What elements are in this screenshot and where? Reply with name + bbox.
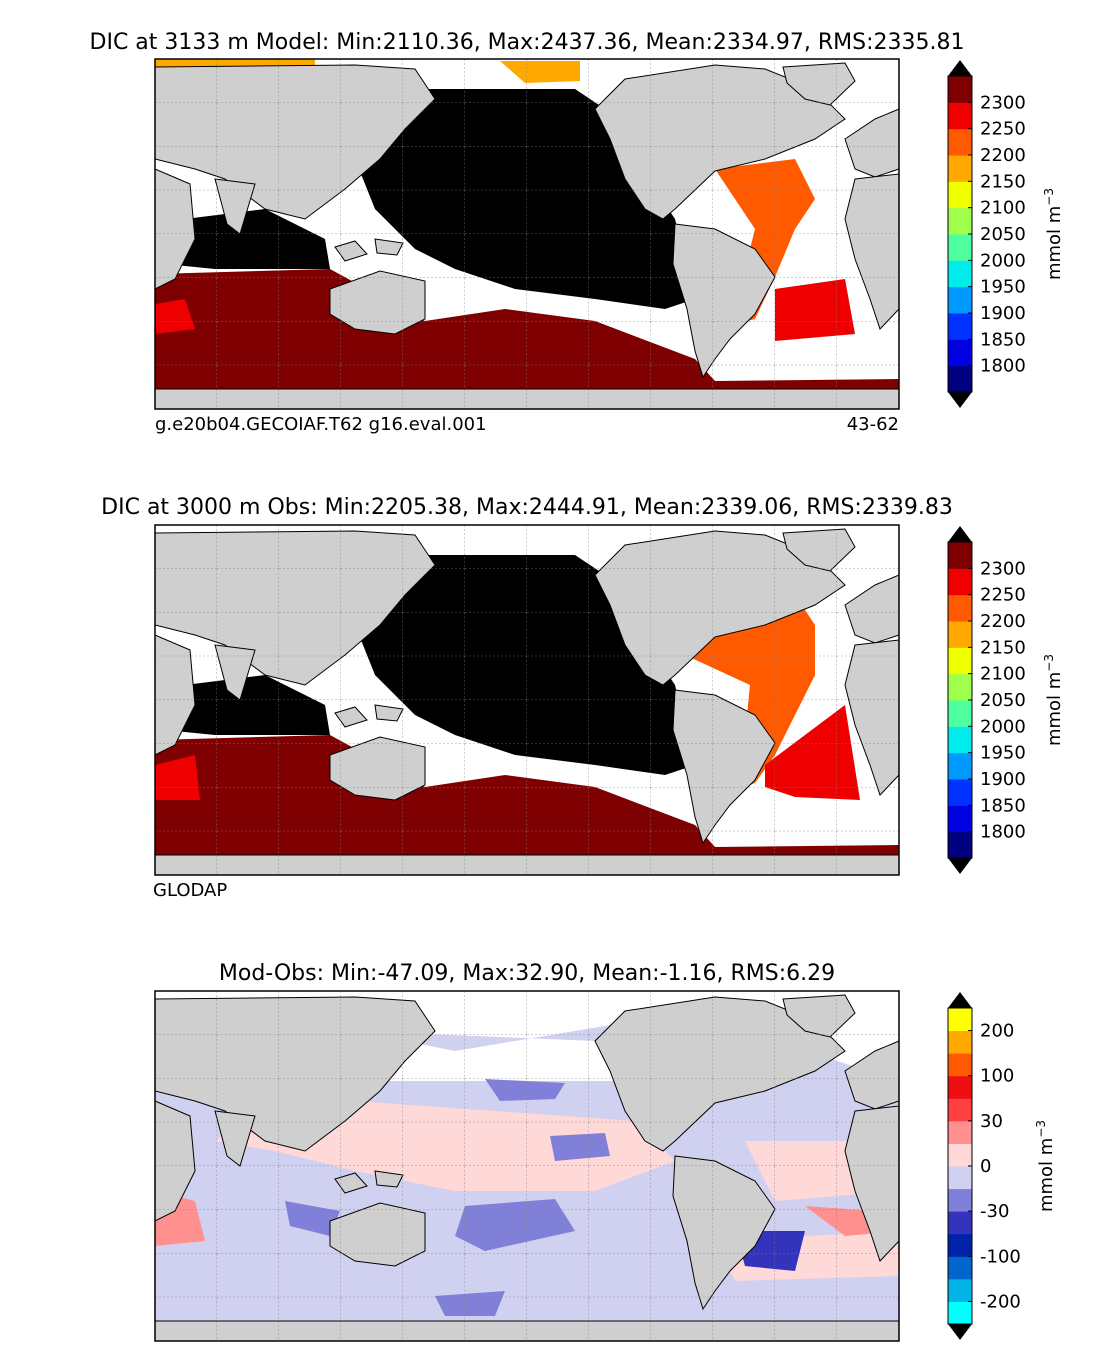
colorbar-tick-label: 2300 xyxy=(980,92,1026,113)
colorbar-extend-over xyxy=(948,60,972,76)
colorbar-segment xyxy=(948,234,972,261)
colorbar-segment xyxy=(948,621,972,648)
colorbar-segment xyxy=(948,1278,972,1302)
colorbar-diff: -200 -100 -30 0 30 100 200 xyxy=(947,992,1021,1340)
colorbar-tick-label: 1800 xyxy=(980,356,1026,377)
colorbar-tick-label: 2250 xyxy=(980,119,1026,140)
colorbar-segment xyxy=(948,726,972,754)
colorbar-segment xyxy=(948,181,972,209)
colorbar-obs: 1800 1850 1900 1950 2000 2050 2100 2150 2200 2250… xyxy=(947,526,1026,874)
colorbar-segment xyxy=(948,1233,972,1257)
colorbar-segment xyxy=(948,155,972,182)
colorbar-extend-under xyxy=(948,1324,972,1340)
colorbar-tick-label: 2150 xyxy=(980,637,1026,658)
colorbar-segment xyxy=(948,1053,972,1077)
colorbar-tick-label: 2200 xyxy=(980,145,1026,166)
panel-model: DIC at 3133 m Model: Min:2110.36, Max:24… xyxy=(90,30,1065,435)
colorbar-segment xyxy=(948,260,972,288)
colorbar-segment xyxy=(948,1301,972,1325)
colorbar-tick-label: 1850 xyxy=(980,795,1026,816)
panel-model-years-label: 43-62 xyxy=(847,414,899,435)
colorbar-tick-label: 2000 xyxy=(980,716,1026,737)
colorbar-tick-label: 0 xyxy=(980,1156,991,1177)
colorbar-segment xyxy=(948,752,972,780)
panel-obs: DIC at 3000 m Obs: Min:2205.38, Max:2444… xyxy=(101,495,1065,901)
colorbar-segment xyxy=(948,1143,972,1167)
colorbar-tick-label: 1900 xyxy=(980,769,1026,790)
colorbar-model-unit: mmol m−3 xyxy=(1042,188,1065,280)
colorbar-segment xyxy=(948,831,972,859)
colorbar-segment xyxy=(948,365,972,393)
map-obs xyxy=(154,524,900,876)
colorbar-tick-label: 1900 xyxy=(980,303,1026,324)
colorbar-segment xyxy=(948,568,972,596)
colorbar-segment xyxy=(948,102,972,130)
colorbar-tick-label: 2300 xyxy=(980,558,1026,579)
colorbar-diff-unit: mmol m−3 xyxy=(1034,1120,1057,1212)
colorbar-tick-label: 2250 xyxy=(980,585,1026,606)
colorbar-segment xyxy=(948,313,972,340)
colorbar-segment xyxy=(948,647,972,675)
colorbar-segment xyxy=(948,339,972,367)
colorbar-tick-label: -30 xyxy=(980,1201,1009,1222)
colorbar-segment xyxy=(948,1030,972,1054)
panel-obs-source-label: GLODAP xyxy=(153,880,227,901)
colorbar-tick-label: 30 xyxy=(980,1111,1003,1132)
panel-obs-title: DIC at 3000 m Obs: Min:2205.38, Max:2444… xyxy=(101,495,953,520)
map-model xyxy=(154,58,900,410)
colorbar-segment xyxy=(948,1120,972,1144)
colorbar-segment xyxy=(948,673,972,701)
colorbar-segment xyxy=(948,700,972,727)
panel-diff: Mod-Obs: Min:-47.09, Max:32.90, Mean:-1.… xyxy=(154,961,1057,1342)
colorbar-segment xyxy=(948,1211,972,1235)
colorbar-tick-label: -100 xyxy=(980,1246,1021,1267)
colorbar-segment xyxy=(948,1256,972,1280)
colorbar-segment xyxy=(948,207,972,235)
colorbar-segment xyxy=(948,1075,972,1099)
colorbar-tick-label: 2150 xyxy=(980,171,1026,192)
colorbar-obs-unit: mmol m−3 xyxy=(1042,654,1065,746)
colorbar-segment xyxy=(948,1166,972,1190)
panel-model-run-label: g.e20b04.GECOIAF.T62 g16.eval.001 xyxy=(155,414,487,435)
colorbar-tick-label: 1950 xyxy=(980,743,1026,764)
colorbar-segment xyxy=(948,128,972,156)
colorbar-segment xyxy=(948,76,972,103)
colorbar-tick-label: 2100 xyxy=(980,664,1026,685)
colorbar-tick-label: 2100 xyxy=(980,198,1026,219)
colorbar-tick-label: 1950 xyxy=(980,277,1026,298)
colorbar-segment xyxy=(948,542,972,569)
colorbar-tick-label: -200 xyxy=(980,1291,1021,1312)
colorbar-segment xyxy=(948,594,972,622)
map-diff xyxy=(154,990,900,1342)
panel-diff-title: Mod-Obs: Min:-47.09, Max:32.90, Mean:-1.… xyxy=(219,961,835,986)
colorbar-tick-label: 2050 xyxy=(980,224,1026,245)
colorbar-tick-label: 1800 xyxy=(980,822,1026,843)
colorbar-tick-label: 200 xyxy=(980,1021,1014,1042)
colorbar-extend-under xyxy=(948,392,972,408)
colorbar-segment xyxy=(948,779,972,806)
colorbar-segment xyxy=(948,1008,972,1032)
panel-model-title: DIC at 3133 m Model: Min:2110.36, Max:24… xyxy=(90,30,965,55)
colorbar-tick-label: 1850 xyxy=(980,329,1026,350)
colorbar-segment xyxy=(948,805,972,833)
colorbar-tick-label: 2050 xyxy=(980,690,1026,711)
colorbar-segment xyxy=(948,286,972,314)
colorbar-tick-label: 2200 xyxy=(980,611,1026,632)
colorbar-model: 1800 1850 1900 1950 2000 2050 2100 2150 2200 2250… xyxy=(947,60,1026,408)
colorbar-extend-over xyxy=(948,526,972,542)
colorbar-segment xyxy=(948,1098,972,1122)
colorbar-segment xyxy=(948,1188,972,1212)
colorbar-extend-over xyxy=(948,992,972,1008)
colorbar-tick-label: 2000 xyxy=(980,250,1026,271)
colorbar-extend-under xyxy=(948,858,972,874)
colorbar-tick-label: 100 xyxy=(980,1066,1014,1087)
